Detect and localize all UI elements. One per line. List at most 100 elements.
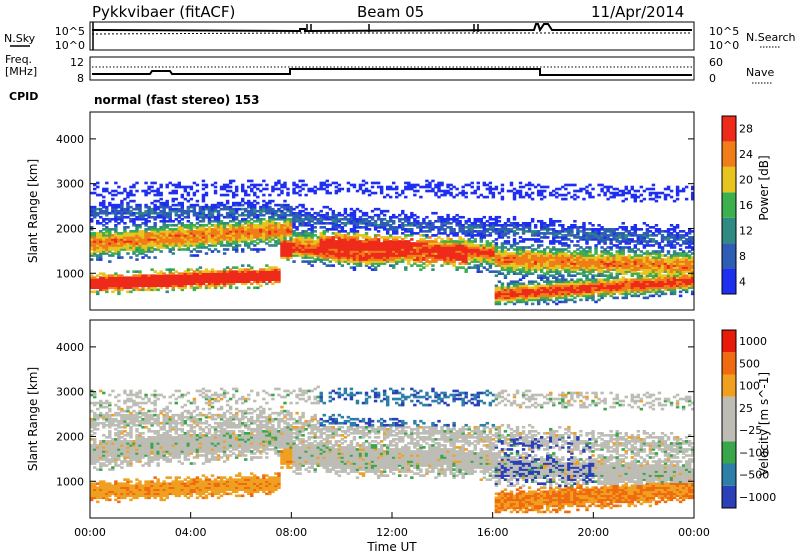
heatmap-cell	[413, 223, 417, 227]
heatmap-cell	[141, 211, 145, 215]
heatmap-cell	[594, 256, 598, 259]
heatmap-cell	[153, 221, 157, 225]
heatmap-cell	[434, 258, 438, 261]
heatmap-cell	[458, 266, 462, 269]
heatmap-cell	[579, 290, 583, 294]
heatmap-cell	[138, 244, 142, 247]
heatmap-cell	[385, 236, 390, 239]
heatmap-cell	[600, 278, 604, 282]
heatmap-cell	[225, 276, 230, 280]
heatmap-cell	[410, 250, 414, 253]
heatmap-cell	[518, 260, 523, 263]
heatmap-cell	[591, 298, 595, 302]
heatmap-cell	[407, 240, 411, 243]
heatmap-cell	[609, 185, 613, 189]
heatmap-cell	[518, 284, 523, 288]
heatmap-cell	[500, 230, 505, 233]
heatmap-cell	[401, 228, 405, 231]
heatmap-cell	[500, 272, 505, 275]
heatmap-cell	[274, 226, 278, 229]
heatmap-cell	[413, 189, 417, 193]
heatmap-cell	[419, 258, 423, 261]
heatmap-cell	[123, 244, 127, 247]
heatmap-cell	[117, 209, 121, 213]
heatmap-cell	[237, 240, 242, 243]
heatmap-cell	[253, 278, 257, 282]
heatmap-cell	[373, 226, 378, 229]
heatmap-cell	[241, 217, 245, 221]
heatmap-cell	[425, 183, 429, 187]
heatmap-cell	[331, 215, 336, 219]
heatmap-cell	[165, 219, 169, 223]
heatmap-cell	[376, 242, 381, 245]
heatmap-cell	[147, 274, 151, 278]
heatmap-cell	[494, 215, 499, 219]
heatmap-cell	[564, 230, 568, 233]
heatmap-cell	[105, 276, 109, 280]
heatmap-cell	[111, 290, 115, 294]
heatmap-cell	[319, 240, 323, 243]
heatmap-cell	[533, 292, 538, 296]
heatmap-cell	[546, 286, 550, 290]
heatmap-cell	[126, 276, 130, 280]
heatmap-cell	[168, 211, 172, 215]
heatmap-cell	[352, 268, 357, 271]
heatmap-cell	[301, 240, 305, 243]
heatmap-cell	[567, 191, 571, 195]
heatmap-cell	[283, 244, 287, 247]
heatmap-cell	[337, 262, 342, 265]
heatmap-cell	[431, 254, 435, 257]
heatmap-cell	[527, 238, 532, 241]
heatmap-cell	[361, 242, 366, 245]
heatmap-cell	[105, 189, 109, 193]
heatmap-cell	[455, 242, 459, 245]
heatmap-cell	[177, 226, 181, 229]
heatmap-cell	[171, 236, 175, 239]
heatmap-cell	[247, 215, 251, 219]
heatmap-cell	[234, 209, 239, 213]
heatmap-cell	[147, 205, 151, 209]
heatmap-cell	[576, 244, 580, 247]
heatmap-cell	[99, 201, 103, 205]
heatmap-cell	[343, 250, 348, 253]
heatmap-cell	[259, 209, 263, 213]
heatmap-cell	[313, 248, 317, 251]
heatmap-cell	[159, 234, 163, 237]
heatmap-cell	[470, 236, 474, 239]
heatmap-cell	[126, 195, 130, 199]
heatmap-cell	[558, 193, 562, 197]
heatmap-cell	[135, 232, 139, 235]
heatmap-cell	[241, 230, 245, 233]
heatmap-cell	[219, 270, 224, 273]
heatmap-cell	[473, 258, 477, 261]
heatmap-cell	[582, 248, 586, 251]
heatmap-cell	[343, 244, 348, 247]
heatmap-cell	[549, 296, 553, 300]
heatmap-cell	[96, 256, 100, 259]
heatmap-cell	[111, 286, 115, 290]
heatmap-cell	[558, 250, 562, 253]
heatmap-cell	[180, 284, 185, 288]
heatmap-cell	[156, 234, 160, 237]
heatmap-cell	[141, 256, 145, 259]
heatmap-cell	[237, 223, 242, 227]
heatmap-cell	[189, 187, 194, 191]
heatmap-cell	[543, 262, 547, 265]
heatmap-cell	[425, 248, 429, 251]
heatmap-cell	[395, 248, 399, 251]
heatmap-cell	[440, 240, 444, 243]
heatmap-cell	[452, 252, 456, 255]
heatmap-cell	[244, 282, 248, 286]
heatmap-cell	[425, 250, 429, 253]
heatmap-cell	[376, 207, 381, 211]
heatmap-cell	[183, 197, 188, 201]
heatmap-cell	[552, 252, 556, 255]
heatmap-cell	[388, 248, 393, 251]
heatmap-cell	[539, 244, 544, 247]
heatmap-cell	[376, 264, 381, 267]
heatmap-cell	[198, 276, 203, 280]
heatmap-cell	[189, 223, 194, 227]
heatmap-cell	[93, 238, 97, 241]
heatmap-cell	[452, 258, 456, 261]
heatmap-cell	[322, 226, 326, 229]
